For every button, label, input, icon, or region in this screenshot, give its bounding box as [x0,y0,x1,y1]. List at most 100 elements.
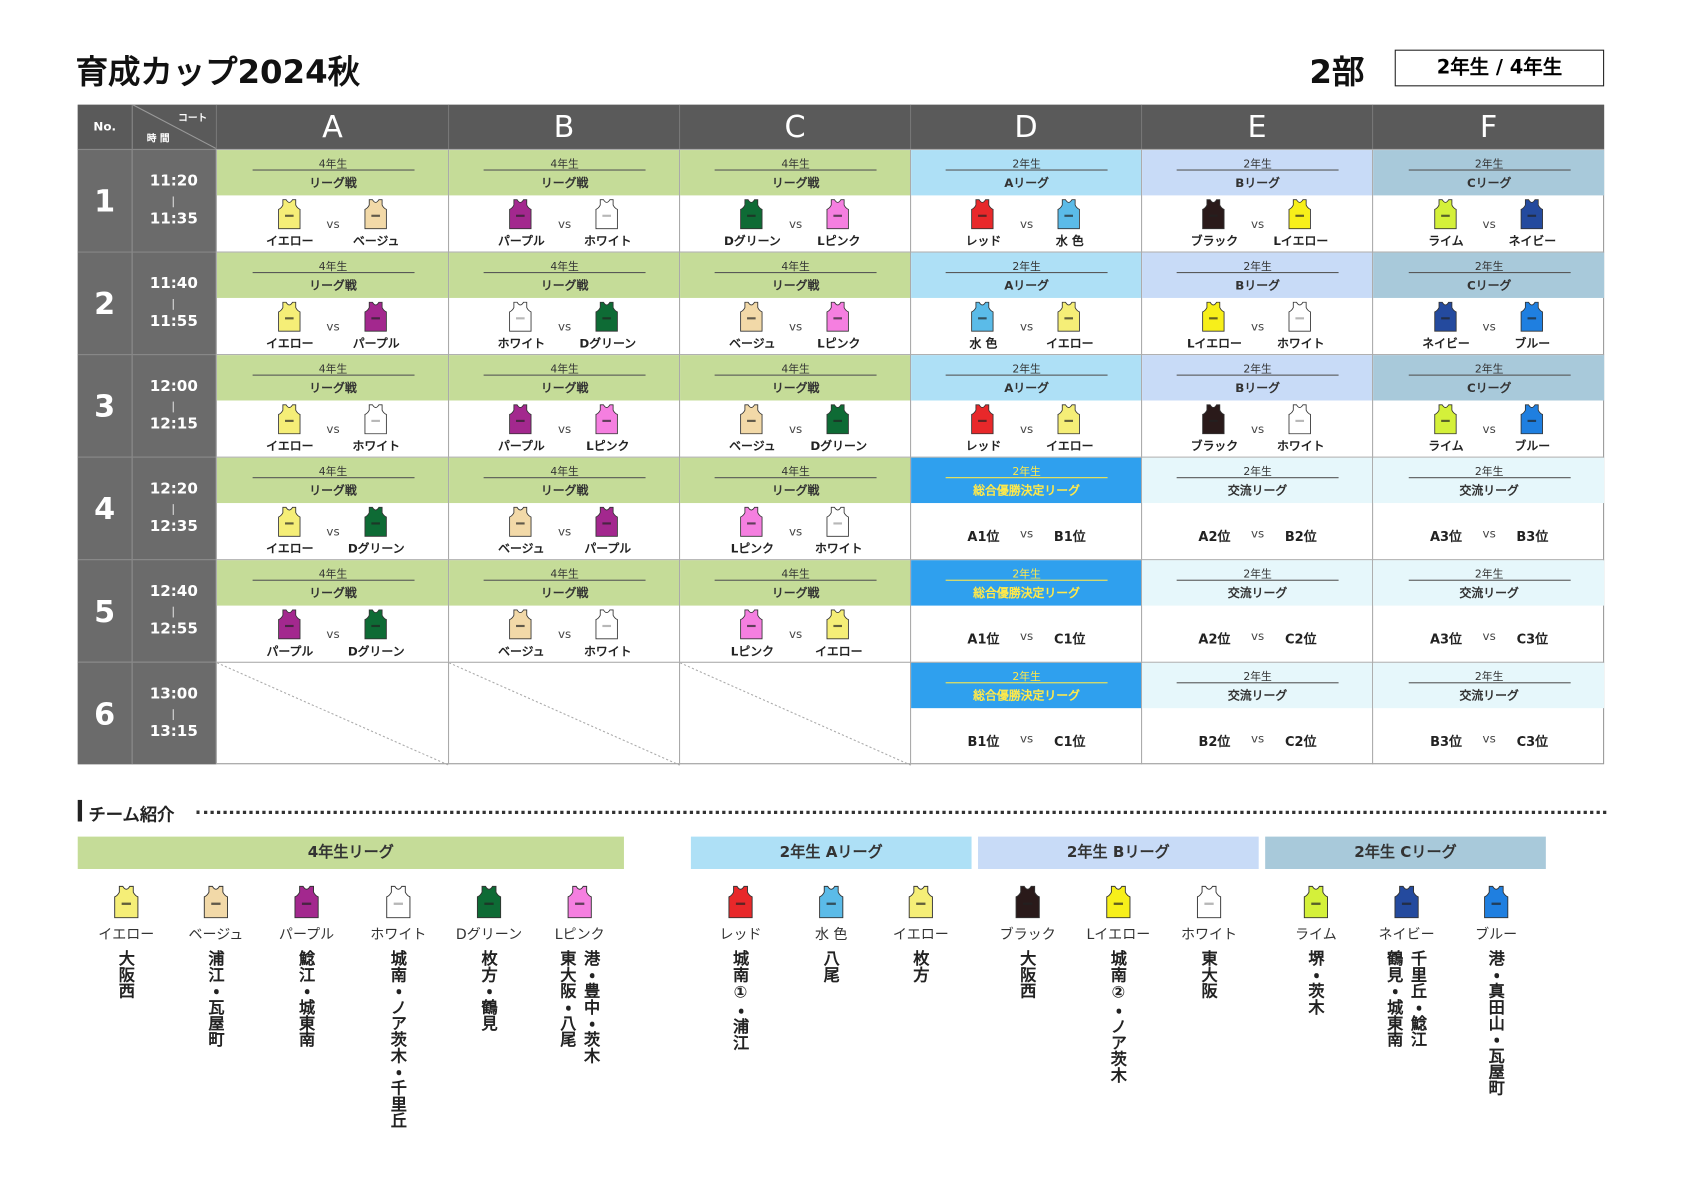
vs: vs [557,524,572,539]
home-team: ライム [1428,234,1464,249]
match-cell: 4年生 リーグ戦 Lピンク イエロー vs [679,559,911,662]
jersey [1432,301,1458,332]
home-team: A1位 [967,528,1000,545]
jersey-icon [294,885,319,919]
league: 総合優勝決定リーグ [973,483,1081,498]
band-rule [1408,169,1571,171]
row-no: 2 [77,251,132,355]
vs: vs [326,627,340,642]
league-band [1142,150,1373,196]
home-team: レッド [965,439,1002,454]
band-rule [483,579,646,581]
jersey-icon [1520,301,1543,332]
band-rule [483,374,646,376]
jersey-icon [509,404,532,435]
jersey [362,404,388,435]
league: リーグ戦 [540,483,589,498]
team-name: イエロー [892,927,949,944]
home-team: パープル [498,439,545,454]
members-vertical: 港・真田山・瓦屋町 [1484,950,1508,1155]
home-team: B2位 [1198,734,1231,750]
jersey-icon [114,885,139,919]
vs: vs [1019,731,1034,746]
section-title: チーム紹介 [88,804,175,825]
jersey-icon [277,609,300,640]
band-rule [483,169,646,171]
end-time: 13:15 [149,723,198,741]
match-cell: 2年生 Bリーグ ブラック Lイエロー vs [1141,148,1373,252]
jersey [475,885,503,919]
jersey-icon [1288,404,1311,435]
league-band [1373,355,1605,401]
group-header: 2年生 Bリーグ [978,836,1259,869]
league-band [911,150,1142,196]
league: リーグ戦 [309,586,357,601]
time-header-label: 時 間 [146,133,170,145]
jersey-icon [971,404,994,435]
jersey [1104,885,1132,919]
jersey [969,301,995,332]
match-cell: 2年生 交流リーグ B2位 C2位 vs [1141,661,1373,765]
team-members: 八尾 [788,950,874,1155]
members-vertical: 浦江・瓦屋町 [204,950,228,1155]
jersey [594,609,620,640]
jersey [969,404,995,435]
jersey-icon [1057,404,1080,435]
league: 総合優勝決定リーグ [973,688,1081,703]
time-separator [172,299,174,310]
match-cell: 2年生 Cリーグ ライム ブルー vs [1372,354,1605,457]
league: Cリーグ [1466,278,1512,293]
home-team: A2位 [1198,631,1231,647]
jersey-icon [908,885,933,919]
home-team: 水 色 [969,336,998,351]
grade: 2年生 [1474,568,1504,581]
match-cell: 4年生 リーグ戦 ベージュ ホワイト vs [447,559,680,662]
jersey-icon [595,199,618,230]
jersey [825,301,851,332]
team-members: 大阪西 [985,950,1071,1155]
vs: vs [1482,422,1496,437]
match-cell: 4年生 リーグ戦 イエロー パープル vs [215,251,448,355]
jersey [293,885,321,919]
member-line: 千里丘・鯰江 [1408,949,1429,1048]
team-members: 枚方 [878,950,964,1155]
match-cell: 4年生 リーグ戦 パープル Dグリーン vs [215,559,448,662]
court-header-label: コート [178,113,208,125]
jersey [507,199,533,230]
band-rule [483,272,646,274]
member-line: 城南①・浦江 [730,949,751,1051]
member-line: 鯰江・城東南 [296,949,317,1048]
grade: 4年生 [318,466,348,479]
jersey-icon [740,609,763,640]
jersey-icon [1288,301,1311,332]
vs: vs [1251,629,1265,644]
grade: 2年生 [1012,568,1041,581]
jersey-icon [595,609,618,640]
vs: vs [1251,422,1265,437]
jersey-icon [1433,404,1457,435]
band-rule [1408,682,1571,684]
members-vertical: 鯰江・城東南 [295,950,319,1155]
jersey-icon [819,885,844,919]
start-time: 12:40 [149,582,198,601]
jersey [362,301,388,332]
league: リーグ戦 [309,381,357,396]
match-cell: 4年生 リーグ戦 パープル ホワイト vs [447,148,680,252]
home-team: B1位 [967,734,1000,750]
jersey [1195,885,1223,919]
end-time: 11:55 [149,313,198,331]
home-team: レッド [965,234,1002,249]
vs: vs [326,319,340,334]
league-band [1142,457,1373,504]
away-team: C3位 [1516,734,1549,750]
band-rule [1176,682,1339,684]
jersey-icon [1520,404,1543,435]
jersey [507,404,533,435]
team-members: 堺・茨木 [1273,950,1359,1155]
members-vertical: 枚方・鶴見 [477,950,501,1155]
row-no: 3 [77,354,132,457]
home-team: ベージュ [498,644,545,659]
jersey-icon [1015,885,1040,919]
jersey [362,506,388,537]
